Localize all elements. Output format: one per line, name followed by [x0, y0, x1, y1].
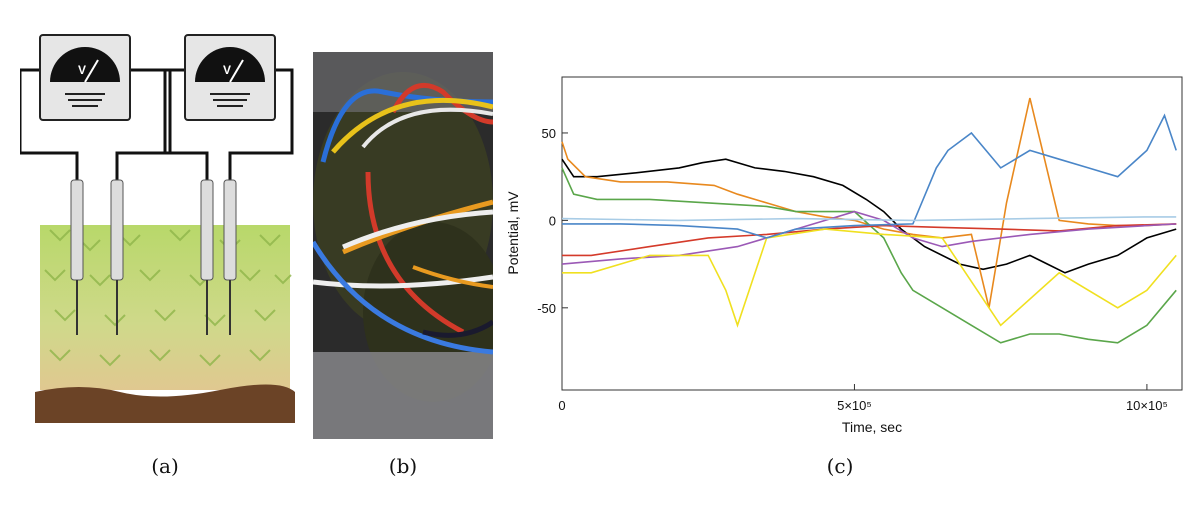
ticks-layer: 0 5×10⁵ 10×10⁵ 50 0 -50: [537, 126, 1168, 413]
photo-svg: [310, 52, 503, 439]
soil-layer: [35, 384, 295, 423]
caption-b: (b): [388, 454, 418, 478]
y-axis-label: Potential, mV: [505, 191, 521, 275]
series-layer: [561, 97, 1177, 344]
voltmeter-icon: V: [39, 34, 131, 121]
chart-svg: 0 5×10⁵ 10×10⁵ 50 0 -50 Time, sec Potential, …: [505, 76, 1183, 435]
electrode-icon: [223, 179, 237, 335]
moss-electrode-photo: [310, 52, 503, 439]
voltmeter-icon: V: [184, 34, 276, 121]
series-line-3: [561, 167, 1177, 344]
caption-a: (a): [151, 454, 179, 478]
y-tick-label: -50: [537, 301, 556, 316]
series-line-6: [562, 228, 1177, 328]
electrode-icon: [200, 179, 214, 335]
caption-c: (c): [826, 454, 854, 478]
moss-illustration: [40, 225, 292, 390]
schematic-svg: V V: [18, 34, 295, 423]
meter-symbol: V: [78, 63, 86, 77]
y-tick-label: 0: [549, 213, 556, 228]
y-tick-label: 50: [542, 126, 556, 141]
potential-chart: 0 5×10⁵ 10×10⁵ 50 0 -50 Time, sec Potential, …: [500, 60, 1190, 440]
x-tick-label: 0: [558, 398, 565, 413]
electrode-icon: [110, 179, 124, 335]
series-line-1: [561, 158, 1177, 274]
meter-symbol: V: [223, 63, 231, 77]
x-tick-label: 10×10⁵: [1126, 398, 1168, 413]
series-line-8: [561, 216, 1177, 222]
electrode-icon: [70, 179, 84, 335]
x-axis-label: Time, sec: [842, 419, 902, 435]
series-line-4: [562, 223, 1177, 257]
series-line-7: [562, 113, 1177, 239]
x-tick-label: 5×10⁵: [837, 398, 872, 413]
series-line-5: [561, 210, 1177, 265]
series-line-2: [561, 97, 1177, 308]
plot-frame: [561, 76, 1183, 391]
moss-electrode-schematic: V V: [18, 30, 310, 440]
